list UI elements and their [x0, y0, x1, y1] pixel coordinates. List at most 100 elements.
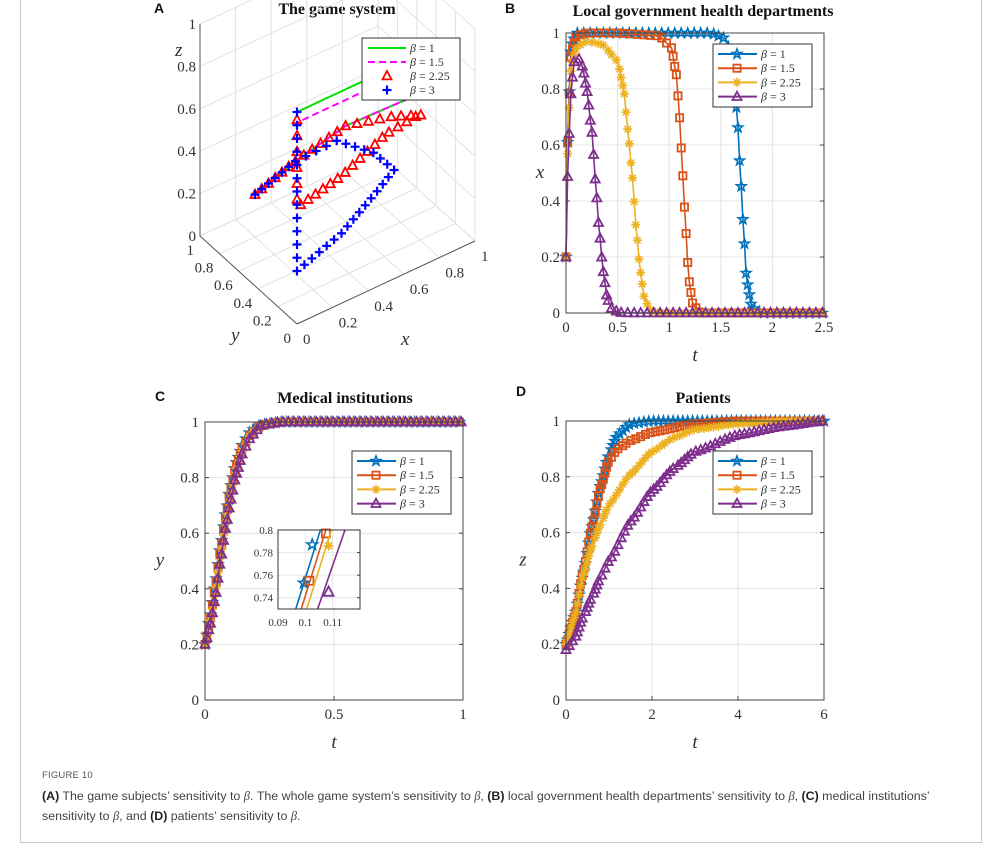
marker-triangle [376, 130, 389, 142]
marker-plus [292, 160, 302, 170]
floor-gridline [219, 170, 398, 255]
panel-letter-a: A [154, 0, 164, 16]
legend-label: β = 1.5 [409, 55, 444, 69]
marker-triangle [346, 158, 359, 170]
marker-asterisk [574, 590, 584, 600]
marker-triangle [605, 301, 618, 313]
marker-triangle [816, 414, 829, 426]
marker-square [683, 257, 693, 267]
marker-plus [383, 172, 393, 182]
marker-plus [277, 167, 287, 177]
back-wall-gridline [199, 0, 344, 67]
panel-b: B Local government health departments [505, 0, 833, 20]
legend-label: β = 1 [760, 454, 786, 468]
legend-value: = 1 [416, 41, 435, 55]
marker-plus [250, 190, 260, 200]
marker-square [592, 499, 602, 509]
x-axis-line [296, 240, 476, 325]
legend-value: = 1.5 [416, 55, 444, 69]
marker-triangle [438, 415, 451, 427]
marker-triangle [455, 415, 468, 427]
marker-triangle [449, 415, 462, 427]
marker-asterisk [634, 254, 644, 264]
panel-c-inset: 0.74 0.76 0.78 0.8 0.09 0.1 0.11 [254, 525, 361, 629]
y-tick-label: 0.6 [180, 526, 199, 542]
panel-d: D Patients [516, 383, 731, 407]
marker-triangle [239, 439, 252, 451]
marker-triangle [803, 306, 816, 318]
marker-triangle [671, 458, 684, 470]
marker-asterisk [632, 235, 642, 245]
beta-symbol: β [409, 69, 416, 83]
beta-symbol: β [409, 83, 416, 97]
marker-triangle [647, 482, 660, 494]
x-tick-label: 1 [459, 707, 467, 723]
y-tick-label: 1 [553, 414, 561, 430]
marker-triangle [302, 192, 315, 204]
marker-square [671, 70, 681, 80]
marker-triangle [388, 415, 401, 427]
beta-symbol: β [399, 482, 406, 496]
marker-triangle [288, 415, 301, 427]
marker-asterisk [732, 484, 742, 494]
marker-square [626, 435, 636, 445]
marker-asterisk [636, 268, 646, 278]
marker-plus [322, 241, 332, 251]
y-tick-label: 0.8 [195, 261, 214, 277]
y-tick-label: 1 [553, 26, 561, 42]
marker-triangle [290, 176, 304, 188]
marker-triangle [595, 250, 608, 262]
marker-square [652, 31, 662, 41]
beta-symbol: β [760, 482, 767, 496]
marker-asterisk [618, 479, 628, 489]
beta-symbol: β [760, 47, 767, 61]
marker-asterisk [608, 495, 618, 505]
marker-triangle [777, 306, 790, 318]
marker-plus [263, 178, 273, 188]
legend-value: = 1.5 [767, 468, 795, 482]
marker-triangle [395, 109, 408, 121]
marker-plus [311, 146, 321, 156]
legend-item: β = 1.5 [357, 468, 434, 482]
inset-line [316, 529, 346, 610]
marker-triangle [576, 611, 589, 623]
marker-triangle [373, 112, 386, 124]
panel-letter-d: D [516, 383, 526, 399]
marker-square [679, 202, 689, 212]
marker-triangle [331, 125, 344, 137]
back-wall-gridline [199, 67, 379, 152]
marker-triangle [654, 306, 667, 318]
y-axis-line [199, 235, 298, 325]
marker-square [655, 426, 665, 436]
marker-square [675, 422, 685, 432]
marker-square [678, 171, 688, 181]
marker-triangle [382, 415, 395, 427]
marker-triangle [686, 306, 699, 318]
marker-triangle [568, 55, 581, 67]
legend-label: β = 3 [399, 497, 425, 511]
marker-triangle [597, 264, 610, 277]
series-markers [559, 414, 829, 655]
marker-square [662, 38, 672, 48]
inset-x-tick-label: 0.1 [298, 617, 312, 629]
y-tick-label: 0.8 [180, 471, 199, 487]
marker-square [732, 470, 742, 480]
marker-triangle [360, 415, 373, 427]
marker-asterisk [660, 438, 670, 448]
caption-text: (A) The game subjects’ sensitivity to β.… [42, 789, 930, 823]
legend-label: β = 1.5 [399, 468, 434, 482]
marker-triangle [675, 455, 688, 468]
marker-triangle [339, 165, 352, 177]
legend-item: β = 3 [718, 497, 786, 511]
marker-asterisk [621, 107, 631, 117]
panel-c-title: Medical institutions [277, 390, 413, 407]
marker-asterisk [576, 581, 586, 591]
marker-triangle [647, 306, 660, 318]
x-tick-label: 0.6 [410, 282, 429, 298]
legend-label: β = 1.5 [760, 61, 795, 75]
marker-plus [257, 184, 267, 194]
marker-square [657, 33, 667, 43]
marker-triangle [206, 606, 219, 618]
y-tick-label: 0.6 [541, 526, 560, 542]
